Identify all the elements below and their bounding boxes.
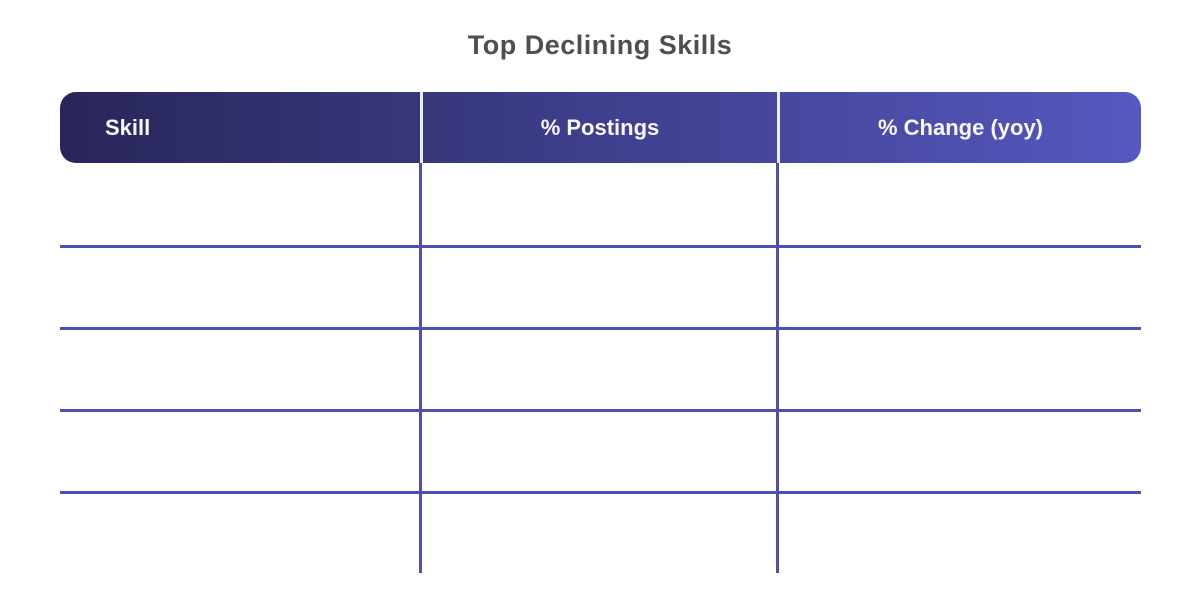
table-header: Skill % Postings % Change (yoy) [60,92,1141,163]
header-cell-change: % Change (yoy) [877,114,1044,140]
table-row [60,245,1141,327]
table-cell-skill [60,330,420,409]
table-cell-change [777,412,1141,491]
declining-skills-table: Skill % Postings % Change (yoy) [60,92,1141,573]
column-grid-line [776,163,779,573]
table-cell-postings [420,412,777,491]
header-cell-postings: % Postings [540,114,660,140]
table-row [60,409,1141,491]
table-cell-skill [60,412,420,491]
table-cell-skill [60,248,420,327]
table-cell-change [777,494,1141,573]
header-divider [420,92,423,163]
table-cell-postings [420,494,777,573]
table-cell-postings [420,248,777,327]
table-cell-skill [60,494,420,573]
table-cell-change [777,163,1141,245]
header-cell-skill: Skill [105,114,151,140]
table-cell-postings [420,330,777,409]
table-cell-postings [420,163,777,245]
table-cell-change [777,330,1141,409]
table-row [60,163,1141,245]
table-cell-skill [60,163,420,245]
page-title: Top Declining Skills [467,30,733,60]
table-row [60,327,1141,409]
table-row [60,491,1141,573]
column-grid-line [419,163,422,573]
table-cell-change [777,248,1141,327]
table-body [60,163,1141,573]
header-divider [777,92,780,163]
